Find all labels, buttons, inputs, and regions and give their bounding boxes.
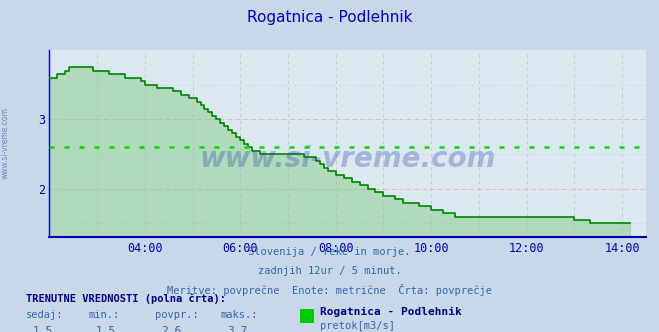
Text: www.si-vreme.com: www.si-vreme.com [200,145,496,173]
Text: 1,5: 1,5 [33,326,53,332]
Text: Rogatnica - Podlehnik: Rogatnica - Podlehnik [246,10,413,25]
Text: povpr.:: povpr.: [155,310,198,320]
Text: Slovenija / reke in morje.: Slovenija / reke in morje. [248,247,411,257]
Text: www.si-vreme.com: www.si-vreme.com [1,107,10,179]
Text: Rogatnica - Podlehnik: Rogatnica - Podlehnik [320,307,461,317]
Text: pretok[m3/s]: pretok[m3/s] [320,321,395,331]
Text: sedaj:: sedaj: [26,310,64,320]
Text: min.:: min.: [89,310,120,320]
Text: 1,5: 1,5 [96,326,116,332]
Text: 2,6: 2,6 [161,326,182,332]
Text: TRENUTNE VREDNOSTI (polna črta):: TRENUTNE VREDNOSTI (polna črta): [26,294,226,304]
Text: 3,7: 3,7 [227,326,248,332]
Text: Meritve: povprečne  Enote: metrične  Črta: povprečje: Meritve: povprečne Enote: metrične Črta:… [167,284,492,296]
Text: zadnjih 12ur / 5 minut.: zadnjih 12ur / 5 minut. [258,266,401,276]
Text: maks.:: maks.: [221,310,258,320]
